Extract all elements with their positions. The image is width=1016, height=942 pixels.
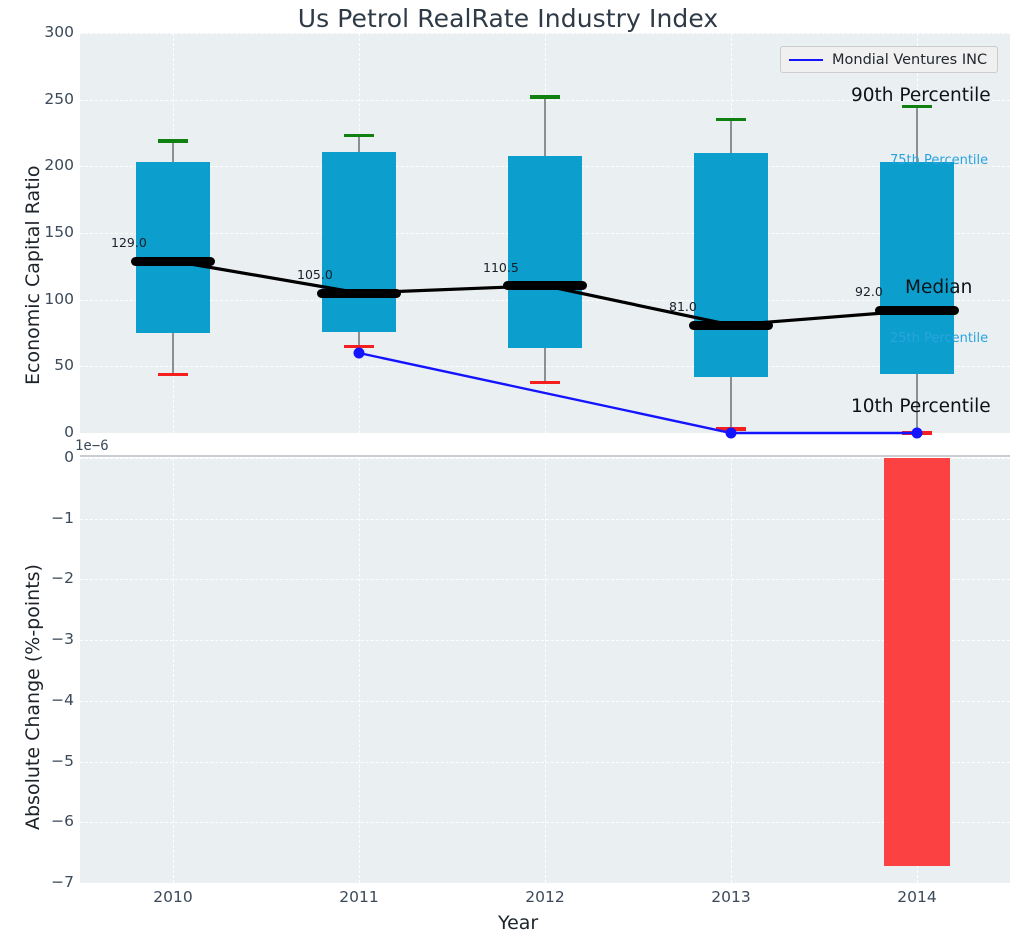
x-tick-label: 2013 [691, 888, 771, 906]
whisker-cap-high [716, 118, 746, 121]
chart-title: Us Petrol RealRate Industry Index [0, 4, 1016, 33]
y-tick-label-bottom: 0 [0, 448, 74, 466]
y-tick-label-bottom: −7 [0, 873, 74, 891]
median-value-label: 92.0 [855, 284, 883, 299]
y-tick-label-bottom: −4 [0, 691, 74, 709]
y-tick-label-bottom: −1 [0, 509, 74, 527]
median-value-label: 81.0 [669, 299, 697, 314]
whisker-cap-low [902, 431, 932, 434]
median-marker [875, 306, 959, 315]
gridline-horizontal [80, 883, 1010, 884]
y-tick-label-top: 300 [0, 23, 74, 41]
legend-line-swatch [789, 59, 823, 61]
whisker-cap-low [716, 427, 746, 430]
annotation-25th-percentile: 25th Percentile [890, 331, 988, 346]
percentile-box [136, 162, 210, 333]
gridline-vertical [173, 458, 174, 883]
gridline-vertical [731, 458, 732, 883]
y-tick-label-top: 100 [0, 290, 74, 308]
bottom-y-offset-label: 1e−6 [75, 438, 109, 454]
y-tick-label-top: 0 [0, 423, 74, 441]
absolute-change-bar [884, 458, 950, 866]
median-marker [131, 257, 215, 266]
y-tick-label-top: 250 [0, 90, 74, 108]
gridline-vertical [545, 458, 546, 883]
y-tick-label-bottom: −2 [0, 569, 74, 587]
legend[interactable]: Mondial Ventures INC [780, 46, 998, 73]
gridline-vertical [359, 458, 360, 883]
whisker-cap-high [530, 95, 560, 98]
y-tick-label-top: 200 [0, 156, 74, 174]
whisker-cap-low [344, 345, 374, 348]
median-marker [689, 321, 773, 330]
gridline-horizontal [80, 433, 1010, 434]
whisker-cap-low [158, 373, 188, 376]
bottom-axis-top-spine [80, 455, 1010, 457]
bottom-plot-area [80, 458, 1010, 883]
x-tick-label: 2010 [133, 888, 213, 906]
annotation-75th-percentile: 75th Percentile [890, 153, 988, 168]
median-marker [503, 281, 587, 290]
x-tick-label: 2012 [505, 888, 585, 906]
y-tick-label-bottom: −3 [0, 630, 74, 648]
top-y-axis-title: Economic Capital Ratio [22, 166, 44, 385]
x-axis-title: Year [498, 912, 538, 934]
annotation-median: Median [905, 277, 972, 298]
percentile-box [694, 153, 768, 377]
x-tick-label: 2011 [319, 888, 399, 906]
percentile-box [322, 152, 396, 332]
percentile-box [508, 156, 582, 348]
y-tick-label-bottom: −5 [0, 752, 74, 770]
y-tick-label-top: 50 [0, 356, 74, 374]
median-value-label: 110.5 [483, 260, 519, 275]
median-value-label: 129.0 [111, 235, 147, 250]
y-tick-label-top: 150 [0, 223, 74, 241]
x-tick-label: 2014 [877, 888, 957, 906]
median-value-label: 105.0 [297, 267, 333, 282]
whisker-cap-low [530, 381, 560, 384]
whisker-cap-high [344, 134, 374, 137]
legend-label: Mondial Ventures INC [832, 52, 987, 68]
annotation-10th-percentile: 10th Percentile [851, 396, 991, 417]
y-tick-label-bottom: −6 [0, 812, 74, 830]
annotation-90th-percentile: 90th Percentile [851, 85, 991, 106]
median-marker [317, 289, 401, 298]
whisker-cap-high [158, 139, 188, 142]
